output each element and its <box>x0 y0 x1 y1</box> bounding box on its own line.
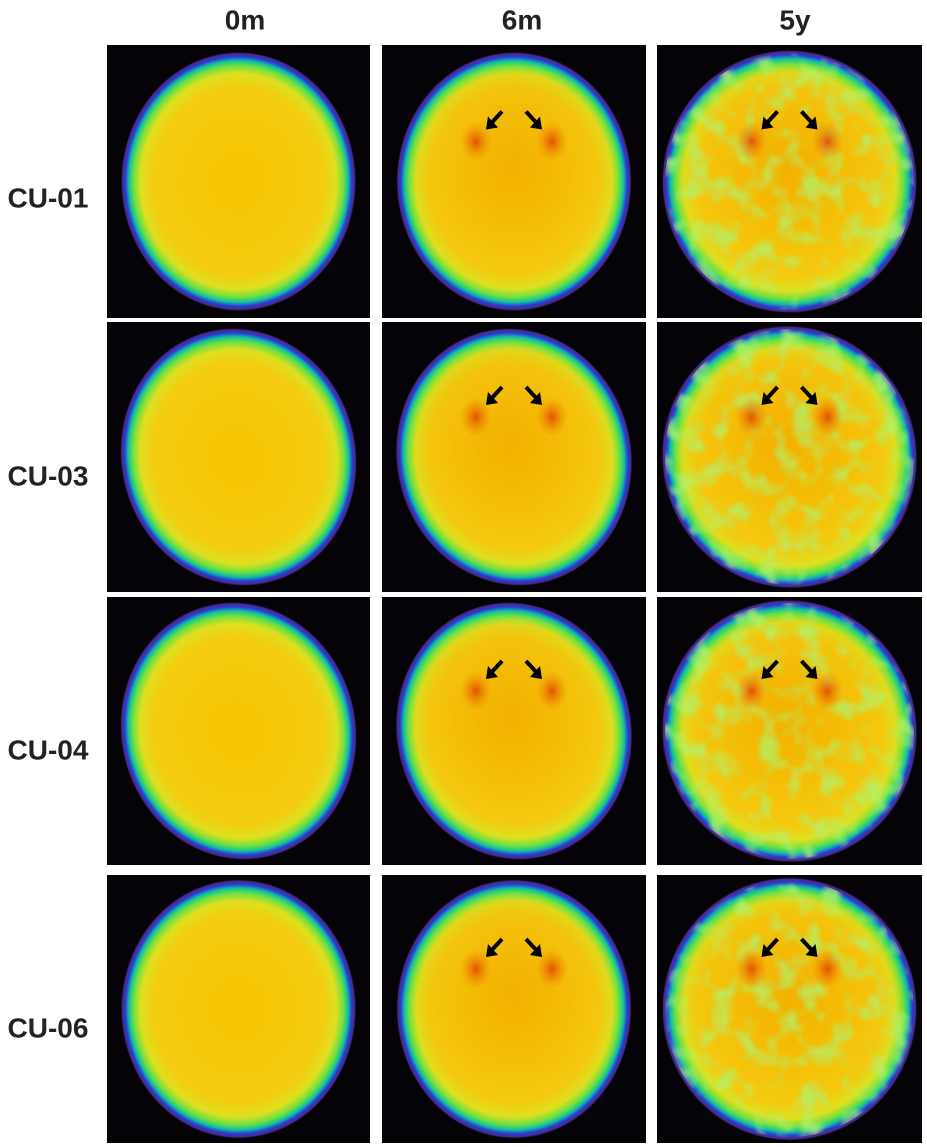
hot-spot <box>460 671 492 711</box>
arrow-head <box>761 666 774 679</box>
hot-spot <box>735 121 768 162</box>
hot-spot <box>735 671 768 711</box>
brain <box>119 601 358 861</box>
scan-panel <box>382 597 646 865</box>
scan-panel <box>382 875 646 1143</box>
hot-spot <box>460 397 492 437</box>
arrow-head <box>530 116 542 130</box>
texture <box>665 880 914 1138</box>
arrow-head <box>530 944 542 957</box>
scan-panel <box>107 45 370 318</box>
arrow-head <box>530 666 542 679</box>
arrow-head <box>486 944 498 957</box>
texture <box>665 329 914 585</box>
hot-spot <box>811 671 844 711</box>
hot-spot <box>811 397 844 437</box>
scan-panel <box>657 597 922 865</box>
texture <box>665 53 914 310</box>
row-label: CU-04 <box>8 734 89 765</box>
warm-region <box>413 621 615 841</box>
scan-panel <box>657 875 922 1143</box>
hot-spot <box>536 121 568 162</box>
warm-region <box>413 898 615 1120</box>
scan-panel <box>382 322 646 592</box>
hot-spot <box>811 121 844 162</box>
scan-panel <box>382 45 646 318</box>
arrow-head <box>805 944 818 957</box>
scan-panel <box>657 45 922 318</box>
hot-spot <box>460 121 492 162</box>
column-header: 5y <box>779 4 811 35</box>
scan-panel <box>107 597 370 865</box>
brain <box>120 879 357 1139</box>
row-label: CU-06 <box>8 1012 89 1043</box>
hot-spot <box>811 949 844 989</box>
hot-spot <box>735 397 768 437</box>
brain <box>120 51 357 312</box>
texture <box>665 603 914 859</box>
hot-spot <box>536 397 568 437</box>
scan-panel <box>107 875 370 1143</box>
arrow-head <box>486 392 498 405</box>
column-header: 6m <box>502 4 542 35</box>
column-header: 0m <box>225 4 265 35</box>
scan-panel <box>657 322 922 592</box>
hot-spot <box>735 949 768 989</box>
arrow-head <box>761 392 774 405</box>
arrow-head <box>486 666 498 679</box>
arrow-head <box>761 944 774 957</box>
hot-spot <box>536 949 568 989</box>
arrow-head <box>530 392 542 405</box>
brain <box>119 327 358 587</box>
warm-region <box>413 71 615 292</box>
arrow-head <box>486 116 498 130</box>
hot-spot <box>460 949 492 989</box>
arrow-head <box>761 116 774 130</box>
warm-region <box>413 347 615 567</box>
arrow-head <box>805 116 818 130</box>
arrow-head <box>805 666 818 679</box>
arrow-head <box>805 392 818 405</box>
hot-spot <box>536 671 568 711</box>
row-label: CU-01 <box>8 182 89 213</box>
row-label: CU-03 <box>8 460 89 491</box>
scan-panel <box>107 322 370 592</box>
